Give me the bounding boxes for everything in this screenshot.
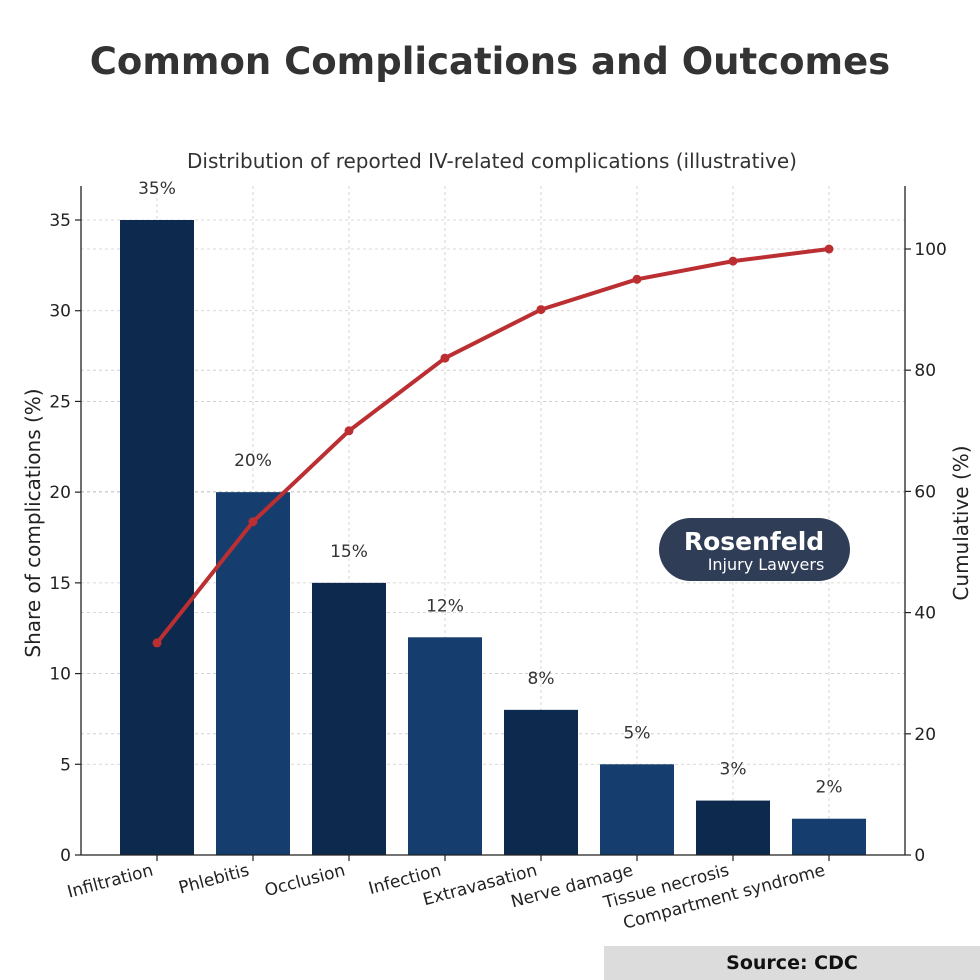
x-tick-label: Occlusion xyxy=(263,861,348,902)
y2-tick-label: 20 xyxy=(909,725,936,745)
y2-tick-label: 60 xyxy=(909,482,936,502)
cumulative-point xyxy=(536,305,546,315)
axes-layer xyxy=(75,186,911,861)
rosenfeld-logo: Rosenfeld Injury Lawyers xyxy=(659,518,850,581)
data-label: 35% xyxy=(138,179,176,199)
x-tick-label: Infiltration xyxy=(65,861,155,903)
data-label: 3% xyxy=(720,760,747,780)
cumulative-point xyxy=(824,244,834,254)
y2-axis-title: Cumulative (%) xyxy=(949,445,973,600)
cumulative-point xyxy=(152,638,162,648)
chart-subtitle: Distribution of reported IV-related comp… xyxy=(187,149,797,173)
bar xyxy=(504,709,578,855)
y-tick-label: 25 xyxy=(49,392,71,412)
y-tick-label: 15 xyxy=(49,574,71,594)
data-label: 12% xyxy=(426,596,464,616)
data-label: 15% xyxy=(330,542,368,562)
logo-name: Rosenfeld xyxy=(684,527,824,556)
cumulative-point xyxy=(440,353,450,363)
data-label: 5% xyxy=(624,723,651,743)
y-tick-label: 35 xyxy=(49,211,71,231)
y-tick-label: 20 xyxy=(49,483,71,503)
logo-badge xyxy=(659,518,850,581)
bar xyxy=(120,220,194,855)
cumulative-point xyxy=(632,274,642,284)
cumulative-point xyxy=(728,256,738,266)
y2-tick-label: 100 xyxy=(909,240,947,260)
y2-tick-label: 80 xyxy=(909,361,936,381)
bar xyxy=(600,764,674,855)
data-label: 20% xyxy=(234,451,272,471)
cumulative-point xyxy=(344,426,354,436)
page-title: Common Complications and Outcomes xyxy=(89,40,891,83)
logo-tagline: Injury Lawyers xyxy=(708,555,825,574)
x-tick-label: Phlebitis xyxy=(177,860,252,898)
y2-tick-label: 0 xyxy=(909,846,925,866)
y-axis-title: Share of complications (%) xyxy=(21,388,45,657)
data-label: 8% xyxy=(528,669,555,689)
bars-layer xyxy=(120,220,866,855)
source-note: Source: CDC xyxy=(604,946,980,980)
y-tick-label: 30 xyxy=(49,302,71,322)
bar xyxy=(696,800,770,855)
y-tick-label: 10 xyxy=(49,665,71,685)
y2-tick-label: 40 xyxy=(909,604,936,624)
cumulative-point xyxy=(248,517,258,527)
bar xyxy=(408,637,482,855)
cumulative-line xyxy=(155,247,830,645)
y-tick-label: 0 xyxy=(60,846,71,866)
bar xyxy=(312,582,386,855)
bar xyxy=(792,818,866,855)
data-label: 2% xyxy=(816,778,843,798)
y-tick-label: 5 xyxy=(60,755,71,775)
bar xyxy=(216,492,290,855)
cumulative-line-layer xyxy=(152,244,834,648)
